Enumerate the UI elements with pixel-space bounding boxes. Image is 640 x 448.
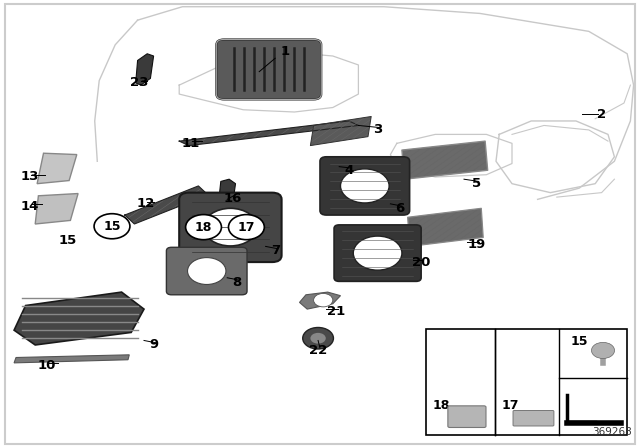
- Text: 17: 17: [501, 399, 518, 412]
- Text: 21: 21: [327, 305, 345, 318]
- Circle shape: [204, 208, 257, 246]
- Text: 2: 2: [597, 108, 606, 121]
- Circle shape: [314, 293, 333, 307]
- FancyBboxPatch shape: [166, 247, 247, 295]
- PathPatch shape: [408, 208, 483, 246]
- Text: 7: 7: [271, 244, 280, 258]
- Text: 19: 19: [468, 237, 486, 251]
- Text: 11: 11: [182, 137, 200, 150]
- Polygon shape: [14, 292, 144, 345]
- Circle shape: [186, 215, 221, 240]
- Text: 10: 10: [38, 358, 56, 372]
- Text: 15: 15: [58, 234, 76, 247]
- Text: 18: 18: [195, 220, 212, 234]
- Text: 13: 13: [20, 170, 38, 184]
- Text: 8: 8: [232, 276, 241, 289]
- Polygon shape: [136, 54, 154, 85]
- Polygon shape: [219, 179, 236, 204]
- Circle shape: [228, 215, 264, 240]
- Text: 1: 1: [280, 45, 289, 58]
- Circle shape: [310, 333, 326, 344]
- Circle shape: [94, 214, 130, 239]
- Circle shape: [303, 327, 333, 349]
- FancyBboxPatch shape: [179, 193, 282, 262]
- PathPatch shape: [125, 186, 208, 224]
- Text: 20: 20: [412, 255, 430, 269]
- Text: 22: 22: [309, 344, 327, 357]
- Circle shape: [353, 236, 402, 270]
- PathPatch shape: [402, 141, 488, 179]
- FancyBboxPatch shape: [216, 39, 321, 99]
- Text: 369268: 369268: [593, 427, 632, 437]
- Bar: [426, 329, 627, 435]
- Polygon shape: [35, 194, 78, 224]
- PathPatch shape: [179, 121, 358, 146]
- Text: 15: 15: [571, 335, 589, 348]
- Polygon shape: [37, 153, 77, 184]
- Text: 16: 16: [223, 191, 241, 205]
- Text: 17: 17: [237, 220, 255, 234]
- FancyBboxPatch shape: [320, 157, 410, 215]
- Text: 23: 23: [131, 76, 148, 90]
- FancyBboxPatch shape: [448, 406, 486, 427]
- Polygon shape: [14, 355, 129, 363]
- Circle shape: [591, 342, 614, 358]
- FancyBboxPatch shape: [513, 410, 554, 426]
- Text: 9: 9: [149, 338, 158, 352]
- Text: 15: 15: [103, 220, 121, 233]
- FancyBboxPatch shape: [334, 225, 421, 281]
- PathPatch shape: [310, 116, 371, 146]
- Text: 14: 14: [20, 199, 38, 213]
- Text: 12: 12: [137, 197, 155, 211]
- Text: 18: 18: [433, 399, 450, 412]
- Polygon shape: [300, 292, 340, 309]
- Circle shape: [340, 169, 389, 203]
- Text: 5: 5: [472, 177, 481, 190]
- Text: 3: 3: [373, 123, 382, 137]
- Text: 6: 6: [396, 202, 404, 215]
- Text: 4: 4: [344, 164, 353, 177]
- Circle shape: [188, 258, 226, 284]
